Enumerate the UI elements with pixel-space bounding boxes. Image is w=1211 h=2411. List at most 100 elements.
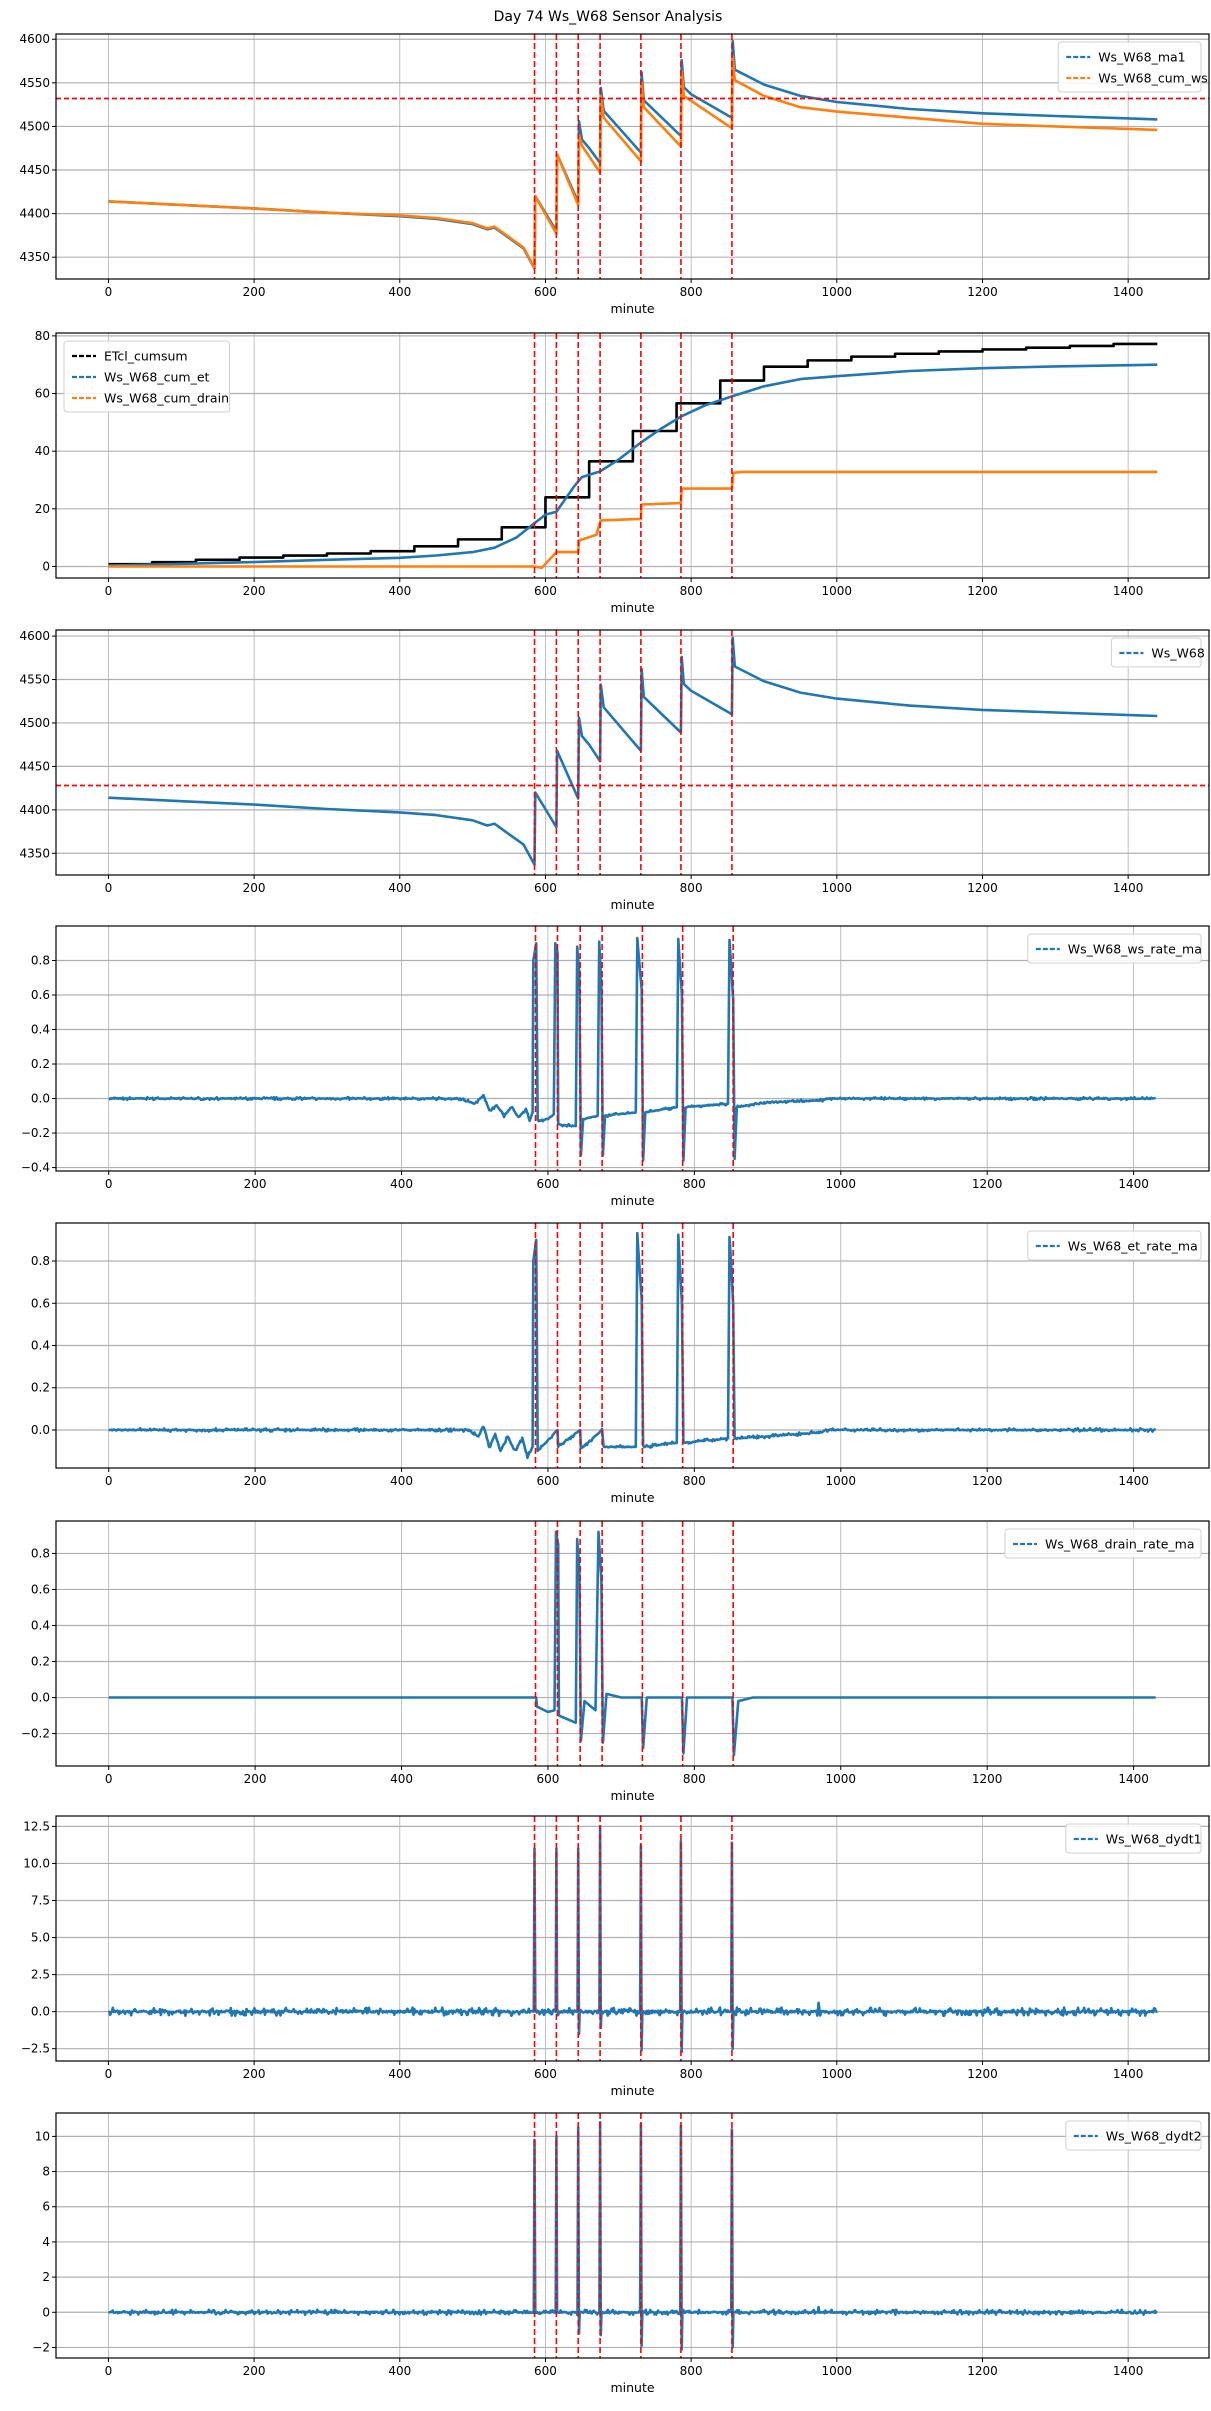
axes-frame [55,1520,1210,1767]
y-tick-label: 4550 [19,76,50,90]
x-tick-label: 0 [105,1474,113,1488]
x-tick-label: 200 [243,584,266,598]
y-tick-label: 7.5 [31,1893,50,1907]
y-tick-label: 4600 [19,32,50,46]
legend: Ws_W68_ma1 Ws_W68_cum_ws [1057,41,1208,93]
legend: Ws_W68_ws_rate_ma [1027,933,1202,964]
x-tick-label: 200 [243,285,266,299]
y-tick-label: 0.4 [31,1618,50,1632]
x-tick-label: 600 [534,2364,557,2378]
y-tick-label: −2 [32,2340,50,2354]
y-tick-label: 0.8 [31,954,50,968]
x-tick-label: 600 [536,1177,559,1191]
y-tick-label: 4550 [19,673,50,687]
series-line-ETcl_cumsum [108,342,1158,566]
y-tick-label: 5.0 [31,1931,50,1945]
series-line-Ws_W68_cum_et [108,363,1158,567]
y-tick-label: 0.2 [31,1381,50,1395]
axes-frame [55,33,1210,280]
axes-frame [55,332,1210,579]
axes-frame [55,629,1210,876]
subplot-8: 0 200 400 600 800 1000 1200 1400 −2 0 2 4 6 8 10 minute… [32,2112,1210,2395]
legend: Ws_W68_et_rate_ma [1027,1230,1202,1261]
legend-box [1004,1528,1202,1559]
x-axis-label: minute [610,1490,654,1505]
x-tick-label: 1400 [1113,584,1144,598]
plot-content [56,630,1209,875]
series-line-Ws_W68_ma1 [108,39,1158,270]
y-tick-label: 4450 [19,163,50,177]
legend: Ws_W68_dydt1 [1065,1823,1202,1854]
x-tick-label: 600 [534,584,557,598]
x-tick-label: 0 [105,881,113,895]
x-tick-label: 1400 [1113,285,1144,299]
x-axis-label: minute [610,1193,654,1208]
subplot-1: 0 200 400 600 800 1000 1200 1400 4350 4400 4450 450… [19,32,1210,316]
x-axis-label: minute [610,600,654,615]
x-tick-label: 400 [388,881,411,895]
y-tick-label: 4350 [19,846,50,860]
y-tick-label: 0.0 [31,1691,50,1705]
y-tick-label: 0.6 [31,1582,50,1596]
legend-box [1065,1823,1202,1854]
legend-label: Ws_W68_cum_et [104,370,210,385]
y-tick-label: 0.0 [31,1423,50,1437]
subplot-5: 0 200 400 600 800 1000 1200 1400 0.0 0.2 0.4 0.6 0.8… [31,1222,1210,1505]
x-axis-label: minute [610,1788,654,1803]
series-line-Ws_W68_dydt2 [108,2121,1158,2351]
x-tick-label: 1000 [822,2364,853,2378]
y-tick-label: 60 [35,387,50,401]
figure-title: Day 74 Ws_W68 Sensor Analysis [494,9,723,25]
y-tick-label: −0.2 [21,1727,50,1741]
y-tick-label: 6 [42,2200,50,2214]
y-tick-label: 0 [42,2305,50,2319]
y-tick-label: 0.0 [31,1092,50,1106]
x-tick-label: 1400 [1113,2067,1144,2081]
y-tick-label: 0.8 [31,1254,50,1268]
x-tick-label: 1000 [822,285,853,299]
x-tick-label: 1200 [967,285,998,299]
x-tick-label: 1000 [825,1177,856,1191]
y-tick-label: 4500 [19,119,50,133]
x-tick-label: 200 [243,2364,266,2378]
series-line-Ws_W68_dydt1 [107,1825,1158,2053]
legend-label: Ws_W68_dydt2 [1106,2129,1202,2144]
x-tick-label: 200 [243,2067,266,2081]
y-tick-label: 20 [35,502,50,516]
legend-box [1065,2120,1202,2151]
legend: Ws_W68 [1110,637,1205,668]
x-tick-label: 600 [534,2067,557,2081]
x-tick-label: 1200 [967,2364,998,2378]
legend-label: ETcl_cumsum [104,349,188,364]
x-tick-label: 400 [388,285,411,299]
subplot-6: 0 200 400 600 800 1000 1200 1400 −0.2 0.0 0.2 0.4 0.… [21,1520,1210,1803]
x-tick-label: 200 [244,1772,267,1786]
x-axis-label: minute [610,301,654,316]
x-axis-label: minute [610,2380,654,2395]
series-line-Ws_W68_cum_drain [108,470,1158,570]
y-tick-label: 2.5 [31,1968,50,1982]
x-tick-label: 0 [105,584,113,598]
x-tick-label: 400 [390,1772,413,1786]
y-tick-label: 8 [42,2165,50,2179]
y-tick-label: 0.2 [31,1057,50,1071]
x-tick-label: 800 [680,2067,703,2081]
y-tick-label: 0.2 [31,1655,50,1669]
plot-content [108,1223,1157,1468]
y-tick-label: 10.0 [23,1856,50,1870]
y-tick-label: 80 [35,329,50,343]
x-tick-label: 1200 [967,881,998,895]
series-line-Ws_W68_ws_rate_ma [108,936,1157,1162]
plot-content [107,1816,1158,2061]
legend-box [1057,41,1202,93]
x-tick-label: 1000 [822,881,853,895]
legend-label: Ws_W68_ma1 [1098,50,1185,65]
x-tick-label: 1400 [1113,2364,1144,2378]
x-tick-label: 600 [536,1474,559,1488]
x-axis-label: minute [610,2083,654,2098]
y-tick-label: 2 [42,2270,50,2284]
x-tick-label: 1400 [1118,1474,1149,1488]
x-tick-label: 0 [105,285,113,299]
legend: Ws_W68_drain_rate_ma [1004,1528,1202,1559]
y-tick-label: 4450 [19,759,50,773]
